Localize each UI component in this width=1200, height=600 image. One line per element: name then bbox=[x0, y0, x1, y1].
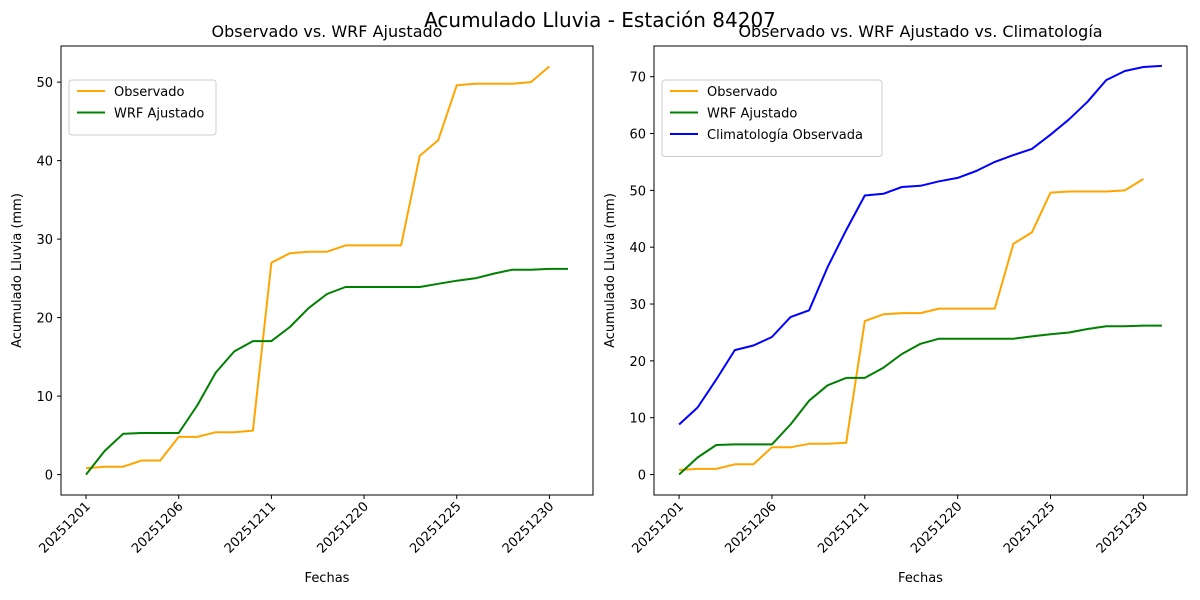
x-tick-label: 20251230 bbox=[500, 499, 557, 556]
x-tick-label: 20251206 bbox=[129, 499, 186, 556]
y-tick-label: 70 bbox=[629, 71, 646, 86]
x-tick-label: 20251206 bbox=[722, 499, 779, 556]
y-tick-label: 60 bbox=[629, 128, 646, 143]
legend-box bbox=[68, 79, 217, 136]
chart-title: Observado vs. WRF Ajustado vs. Climatolo… bbox=[738, 22, 1102, 41]
legend: Observado WRF Ajustado Climatología Observ… bbox=[661, 79, 883, 157]
legend: Observado WRF Ajustado bbox=[68, 79, 217, 136]
series-line-wrf-ajustado bbox=[678, 324, 1162, 476]
x-axis-label: Fechas bbox=[305, 571, 350, 586]
chart-panel-1: Observado vs. WRF Ajustado 0 10 20 30 40 50 202… bbox=[10, 22, 594, 586]
y-tick-label: 20 bbox=[629, 355, 646, 370]
y-axis-label: Acumulado Lluvia (mm) bbox=[603, 193, 618, 348]
y-tick-label: 50 bbox=[629, 184, 646, 199]
series-line-climatolog-a-observada bbox=[678, 64, 1162, 426]
y-tick-label: 30 bbox=[629, 298, 646, 313]
x-tick-label: 20251201 bbox=[630, 499, 687, 556]
series-line-observado bbox=[85, 65, 551, 470]
x-tick-label: 20251220 bbox=[908, 499, 965, 556]
x-tick-label: 20251220 bbox=[315, 499, 372, 556]
y-tick-label: 10 bbox=[629, 412, 646, 427]
x-tick-label: 20251211 bbox=[222, 499, 279, 556]
y-tick-label: 30 bbox=[36, 233, 53, 248]
chart-panel-2: Observado vs. WRF Ajustado vs. Climatolo… bbox=[603, 22, 1188, 586]
y-tick-label: 10 bbox=[36, 390, 53, 405]
legend-entry: Observado bbox=[707, 85, 778, 100]
legend-entry: Observado bbox=[114, 85, 185, 100]
y-tick-label: 0 bbox=[638, 469, 646, 484]
y-tick-label: 40 bbox=[629, 241, 646, 256]
x-tick-label: 20251230 bbox=[1094, 499, 1151, 556]
x-tick-label: 20251225 bbox=[1001, 499, 1058, 556]
y-axis-label: Acumulado Lluvia (mm) bbox=[10, 193, 25, 348]
figure-suptitle: Acumulado Lluvia - Estación 84207 bbox=[424, 8, 776, 32]
y-tick-label: 0 bbox=[45, 469, 53, 484]
series-line-wrf-ajustado bbox=[85, 267, 568, 476]
x-tick-label: 20251201 bbox=[36, 499, 93, 556]
y-tick-label: 40 bbox=[36, 155, 53, 170]
x-tick-label: 20251225 bbox=[407, 499, 464, 556]
y-tick-label: 50 bbox=[36, 76, 53, 91]
legend-entry: WRF Ajustado bbox=[707, 107, 797, 122]
legend-box bbox=[661, 79, 883, 157]
x-tick-label: 20251211 bbox=[815, 499, 872, 556]
chart-title: Observado vs. WRF Ajustado bbox=[212, 22, 443, 41]
x-axis-label: Fechas bbox=[898, 571, 943, 586]
axes-frame bbox=[60, 45, 594, 496]
legend-entry: Climatología Observada bbox=[707, 128, 863, 143]
axes-frame bbox=[653, 45, 1188, 496]
y-tick-label: 20 bbox=[36, 312, 53, 327]
series-line-observado bbox=[679, 178, 1144, 471]
legend-entry: WRF Ajustado bbox=[114, 107, 204, 122]
